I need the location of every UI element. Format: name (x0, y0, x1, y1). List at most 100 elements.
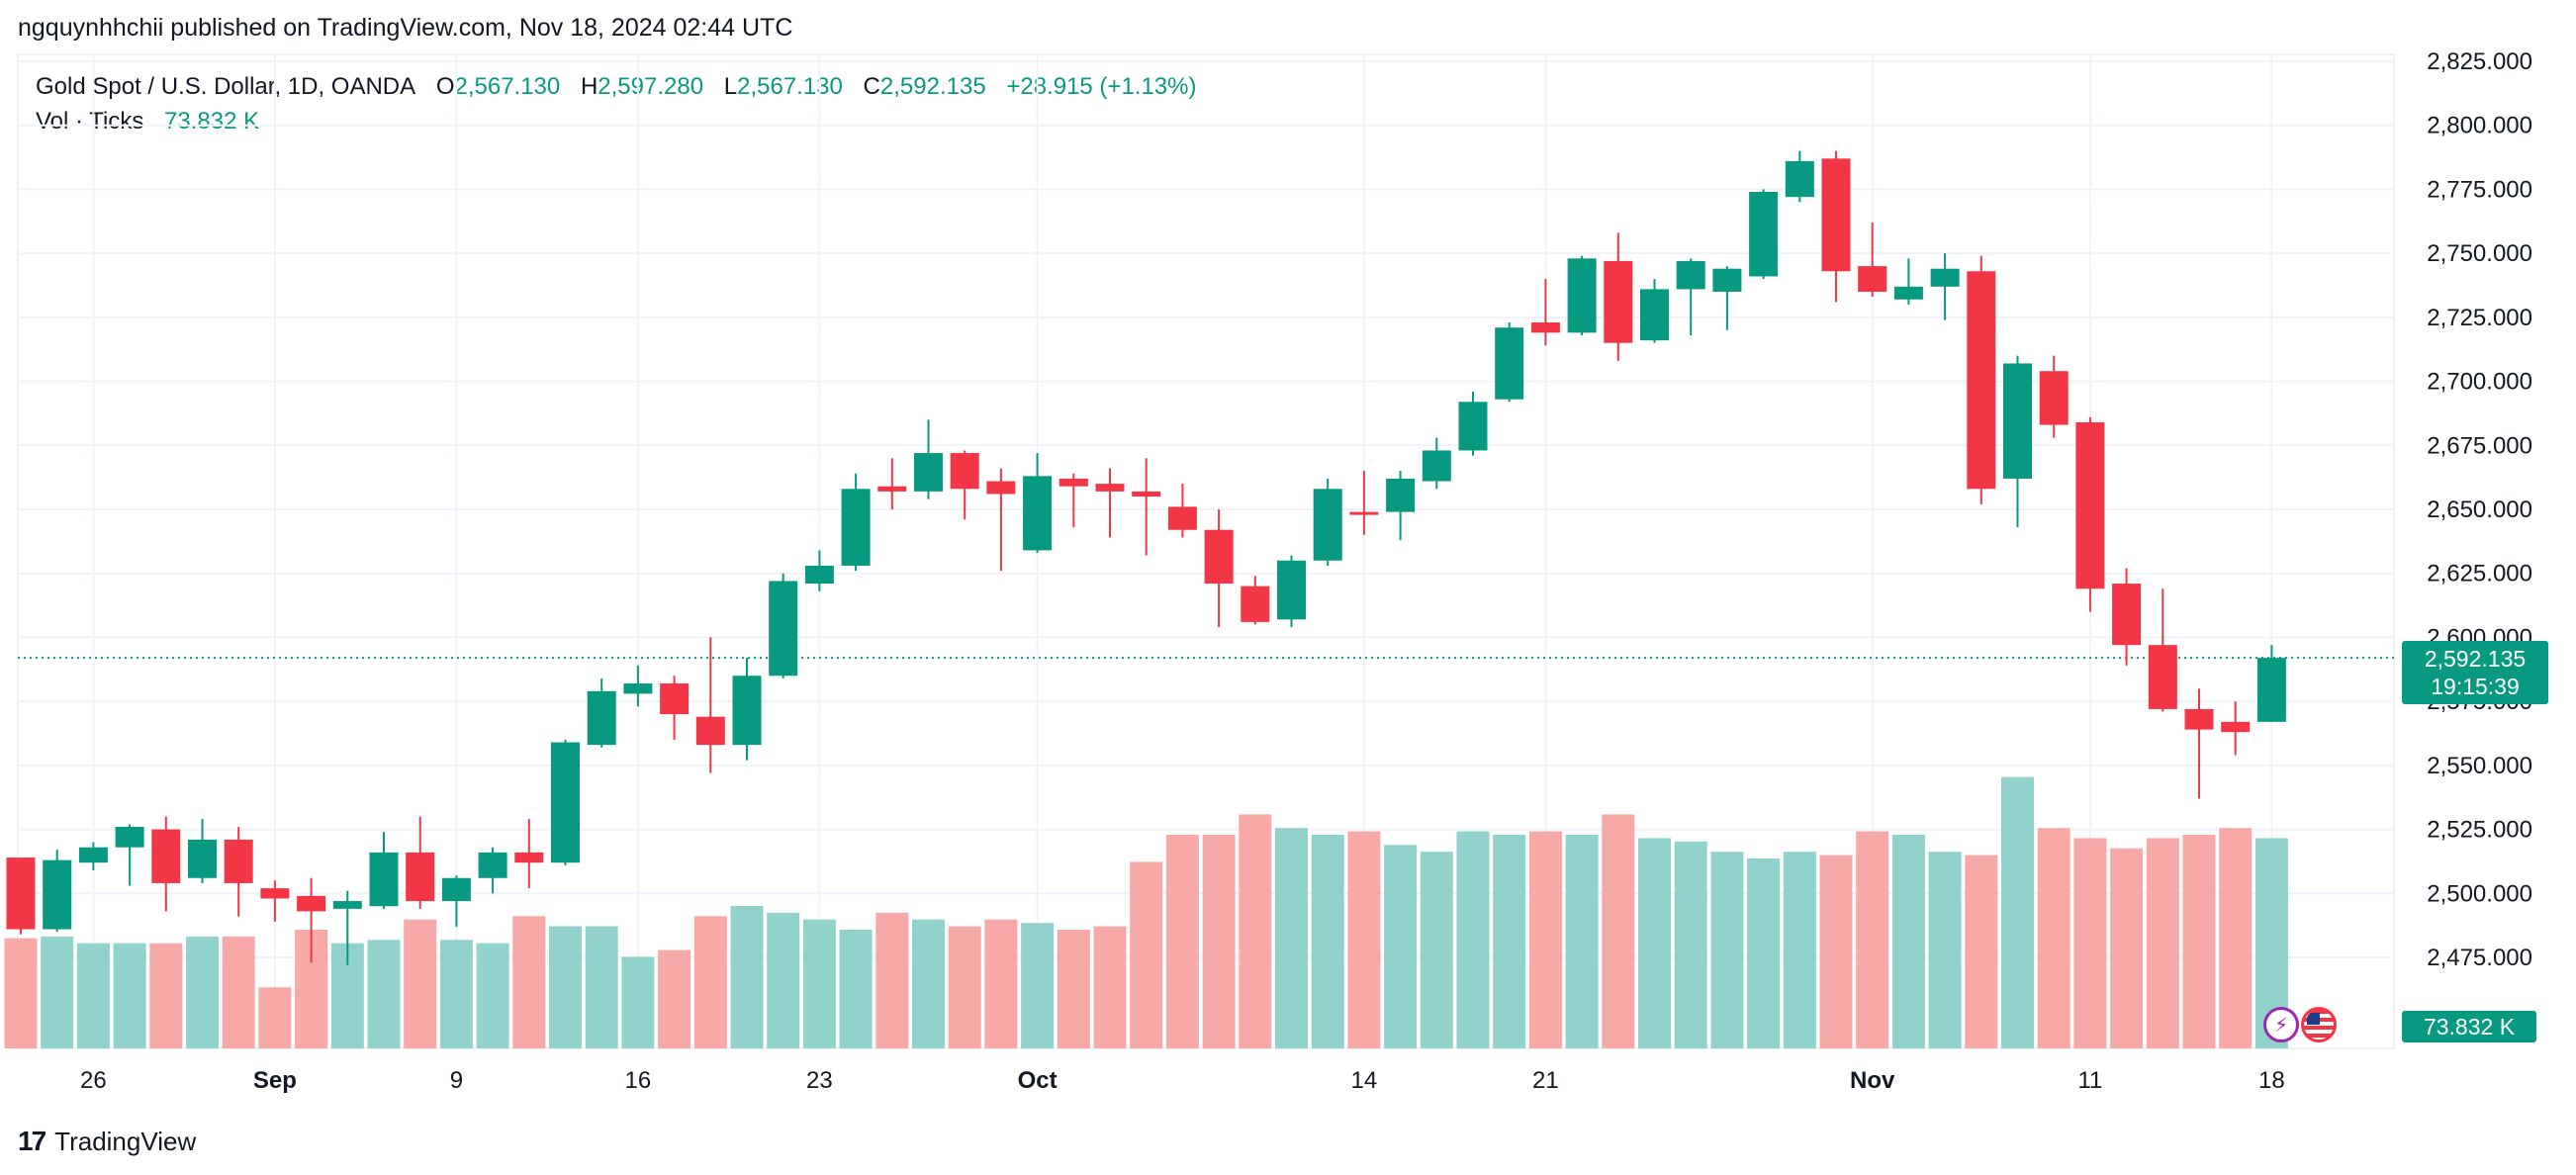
y-tick-label: 2,750.000 (2427, 240, 2532, 267)
volume-bar (258, 987, 292, 1048)
x-tick-label: Nov (1850, 1067, 1895, 1094)
candle-body (1749, 192, 1779, 277)
x-tick-label: 23 (806, 1067, 833, 1094)
open-value: 2,567.130 (454, 73, 561, 100)
candle-body (260, 888, 290, 899)
candle-body (151, 829, 181, 883)
candle-body (1313, 489, 1342, 561)
y-tick-label: 2,775.000 (2427, 176, 2532, 203)
volume-bar (41, 936, 74, 1048)
candle-body (6, 858, 36, 930)
candle-body (1204, 529, 1234, 585)
volume-bar (1347, 831, 1381, 1048)
low-value: 2,567.130 (737, 73, 843, 100)
close-label: C (863, 73, 880, 100)
publisher-line: ngquynhhchii published on TradingView.co… (18, 14, 793, 42)
candle-body (1640, 289, 1669, 341)
volume-bar (186, 936, 219, 1048)
candle-body (1967, 271, 1996, 490)
volume-bar (1565, 835, 1599, 1048)
volume-bar (1856, 831, 1889, 1048)
volume-bar (439, 940, 473, 1048)
candle-body (804, 565, 834, 585)
candle-body (297, 895, 326, 912)
symbol-title[interactable]: Gold Spot / U.S. Dollar, 1D, OANDA (36, 73, 416, 100)
candle-body (551, 742, 580, 863)
y-tick-label: 2,500.000 (2427, 880, 2532, 907)
bar-countdown: 19:15:39 (2431, 674, 2520, 699)
brand-name: TradingView (54, 1126, 197, 1156)
volume-bar (1891, 835, 1925, 1048)
volume-bar (404, 919, 437, 1048)
volume-bar (1384, 845, 1418, 1048)
candle-body (406, 852, 435, 902)
x-tick-label: 18 (2258, 1067, 2285, 1094)
volume-bar (1819, 855, 1853, 1048)
candle-body (986, 481, 1016, 495)
high-label: H (580, 73, 598, 100)
candle-body (188, 839, 217, 878)
x-tick-label: Sep (253, 1067, 297, 1094)
volume-bar (1493, 835, 1526, 1048)
volume-bar (2001, 776, 2034, 1048)
volume-bar (948, 926, 981, 1048)
candle-body (950, 453, 979, 490)
lightning-icon[interactable]: ⚡ (2263, 1007, 2299, 1042)
volume-bar (113, 943, 146, 1048)
volume-bar (1928, 852, 1962, 1048)
volume-bar (2110, 848, 2144, 1048)
candle-body (478, 852, 507, 878)
last-volume-tag: 73.832 K (2402, 1011, 2536, 1042)
volume-bar (912, 919, 945, 1048)
volume-bar (1057, 930, 1090, 1048)
y-tick-label: 2,725.000 (2427, 305, 2532, 331)
candle-body (1785, 160, 1814, 198)
tradingview-logo[interactable]: 17 TradingView (18, 1126, 196, 1157)
us-flag-icon[interactable] (2301, 1007, 2337, 1042)
tradingview-logo-icon: 17 (18, 1126, 46, 1156)
volume-bar (1275, 828, 1308, 1048)
y-tick-label: 2,525.000 (2427, 817, 2532, 844)
candle-body (1349, 511, 1379, 515)
candle-body (2256, 658, 2286, 722)
volume-bar (149, 943, 183, 1048)
x-tick-label: 26 (80, 1067, 107, 1094)
close-value: 2,592.135 (879, 73, 986, 100)
candle-body (1676, 260, 1705, 290)
volume-bar (658, 949, 691, 1048)
volume-bar (76, 943, 110, 1048)
candle-body (2184, 708, 2214, 730)
candle-body (115, 826, 144, 848)
volume-bar (875, 912, 909, 1048)
y-tick-label: 2,800.000 (2427, 113, 2532, 139)
high-value: 2,597.280 (598, 73, 704, 100)
candle-body (2039, 371, 2069, 425)
price-legend-row: Gold Spot / U.S. Dollar, 1D, OANDA O2,56… (36, 69, 1196, 104)
x-tick-label: 14 (1351, 1067, 1378, 1094)
last-price-value: 2,592.135 (2424, 646, 2527, 672)
open-label: O (435, 73, 455, 100)
y-tick-label: 2,550.000 (2427, 753, 2532, 779)
candle-body (1821, 158, 1851, 272)
candle-body (332, 901, 362, 909)
volume-bar (1602, 814, 1635, 1048)
volume-bar (1165, 835, 1199, 1048)
volume-label[interactable]: Vol · Ticks (36, 108, 144, 135)
volume-bar (1674, 841, 1707, 1048)
candle-body (1893, 286, 1923, 300)
volume-bar (1747, 859, 1781, 1048)
volume-bar (730, 906, 764, 1048)
candle-body (623, 683, 653, 694)
candle-body (224, 839, 253, 883)
candle-body (1167, 506, 1197, 530)
candle-body (1241, 586, 1270, 622)
volume-bar (549, 926, 582, 1048)
candle-body (1930, 268, 1960, 287)
volume-bar (1093, 926, 1127, 1048)
chart-legend: Gold Spot / U.S. Dollar, 1D, OANDA O2,56… (36, 69, 1196, 138)
volume-bar (1528, 831, 1562, 1048)
candle-body (914, 453, 943, 492)
candle-body (441, 877, 471, 902)
candle-body (769, 581, 798, 677)
